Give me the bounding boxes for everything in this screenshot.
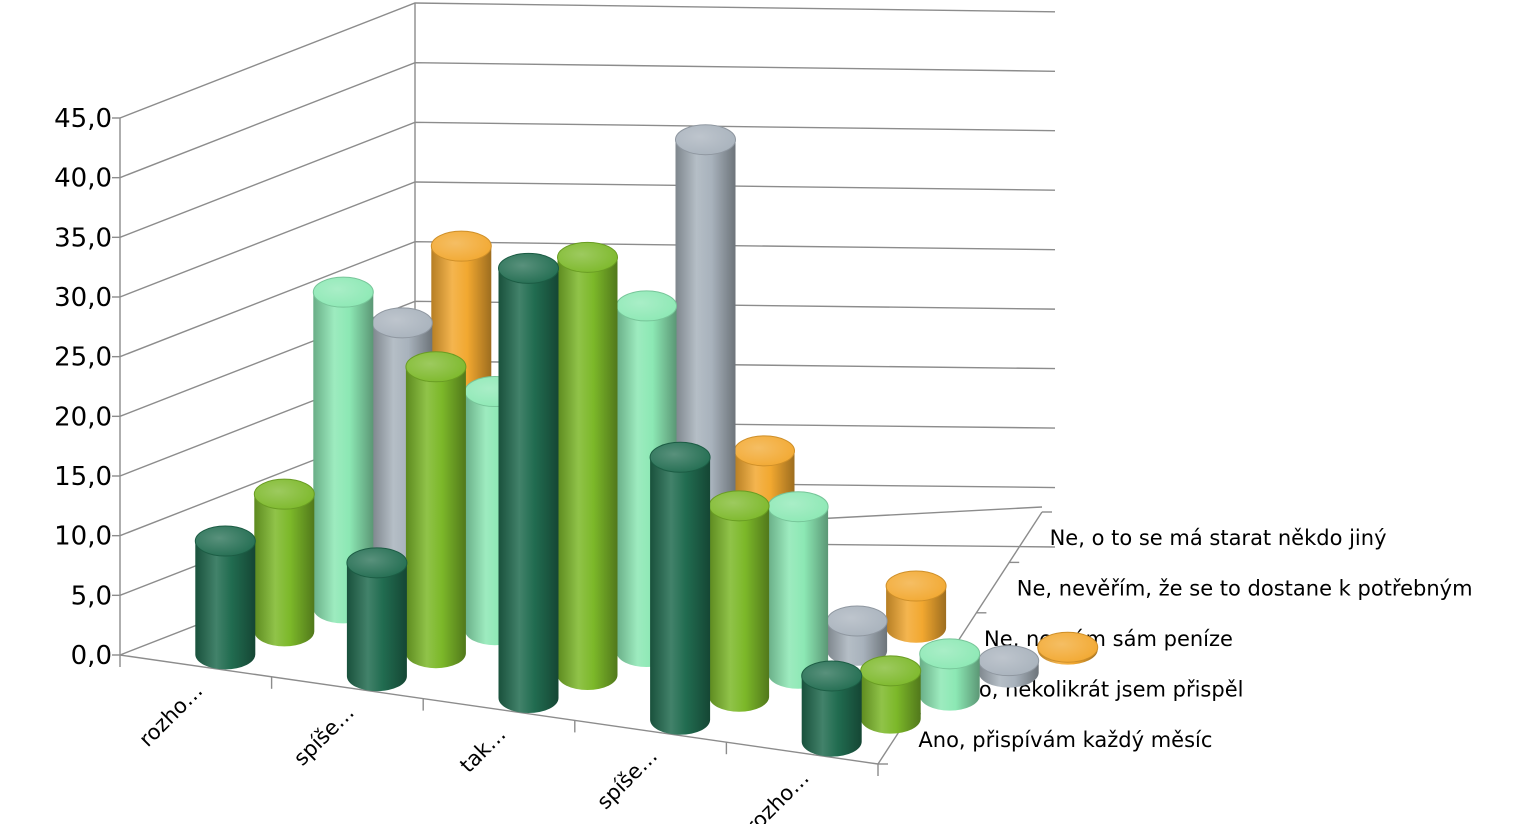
bar	[498, 252, 559, 714]
x-tick-label: tak…	[455, 722, 510, 777]
bar-top	[734, 435, 795, 467]
bar-top	[557, 241, 618, 273]
y-tick-label: 40,0	[54, 164, 112, 194]
bar-top	[919, 638, 981, 670]
bar	[767, 491, 829, 689]
y-tick-label: 10,0	[54, 522, 112, 552]
bar-body	[860, 670, 921, 734]
y-tick-label: 30,0	[54, 283, 112, 313]
y-tick-label: 45,0	[54, 104, 112, 134]
bar	[885, 570, 947, 643]
bar-top	[675, 124, 736, 156]
bar-top	[253, 478, 315, 510]
gridline	[119, 2, 1056, 119]
bar-body	[254, 494, 315, 647]
bar	[253, 478, 315, 647]
bars	[194, 124, 1099, 757]
bar	[557, 241, 618, 691]
bar	[919, 638, 981, 711]
y-axis: 0,0 5,0 10,0 15,0 20,0 25,0 30,0 35,0 40,0 45,0	[54, 104, 120, 671]
x-tick-label: spíše…	[592, 744, 662, 814]
y-tick-label: 5,0	[71, 581, 112, 611]
bar-body	[405, 366, 466, 669]
bar-top	[649, 441, 711, 473]
y-tick-label: 15,0	[54, 462, 112, 492]
x-tick-label: rozho…	[741, 766, 814, 824]
bar-body	[313, 292, 374, 624]
bar-top	[430, 230, 492, 262]
bar-body	[195, 541, 256, 670]
bar	[801, 660, 863, 757]
x-tick-label: rozho…	[134, 678, 207, 751]
y-tick-label: 0,0	[71, 641, 112, 671]
series-label: Ano, přispívám každý měsíc	[918, 728, 1212, 752]
y-tick-label: 20,0	[54, 402, 112, 432]
bar	[708, 490, 770, 712]
bar-top	[346, 547, 408, 579]
y-tick-label: 25,0	[54, 343, 112, 373]
bar	[1037, 631, 1099, 665]
x-axis-line	[119, 654, 879, 765]
series-label: Ne, nevěřím, že se to dostane k potřebný…	[1017, 577, 1473, 601]
bar-top	[708, 490, 770, 522]
series-label: Ne, nemám sám peníze	[984, 627, 1233, 651]
bar-body	[650, 457, 711, 735]
bar	[346, 547, 408, 692]
bar-top	[826, 605, 888, 637]
bar-body	[557, 257, 618, 691]
bar-top	[801, 660, 863, 692]
bar	[312, 276, 374, 624]
bar-top	[616, 290, 677, 322]
bar-top	[498, 252, 559, 284]
bar-top	[885, 570, 947, 602]
bar-top	[405, 351, 467, 383]
bar-top	[371, 307, 433, 339]
bar	[194, 525, 256, 670]
bar	[978, 645, 1040, 688]
bar-body	[498, 268, 559, 714]
bar-top	[860, 655, 922, 687]
bar-body	[768, 506, 829, 689]
x-tick-label: spíše…	[289, 700, 359, 770]
gridline	[119, 121, 1056, 238]
bar	[649, 441, 711, 735]
bar-body	[919, 653, 980, 711]
bar	[826, 605, 888, 666]
bar-top	[767, 491, 829, 523]
bar	[860, 655, 922, 734]
y-tick-label: 35,0	[54, 223, 112, 253]
bar-body	[346, 562, 407, 692]
bar-top	[194, 525, 256, 557]
bar-body	[886, 586, 947, 643]
bar	[405, 351, 467, 669]
gridline	[119, 61, 1056, 179]
bar-top	[1037, 631, 1099, 663]
bar-top	[312, 276, 374, 308]
series-label: Ne, o to se má starat někdo jiný	[1050, 526, 1387, 550]
bar-body	[801, 675, 862, 757]
bar-top	[978, 645, 1040, 677]
bar-body	[709, 505, 770, 712]
